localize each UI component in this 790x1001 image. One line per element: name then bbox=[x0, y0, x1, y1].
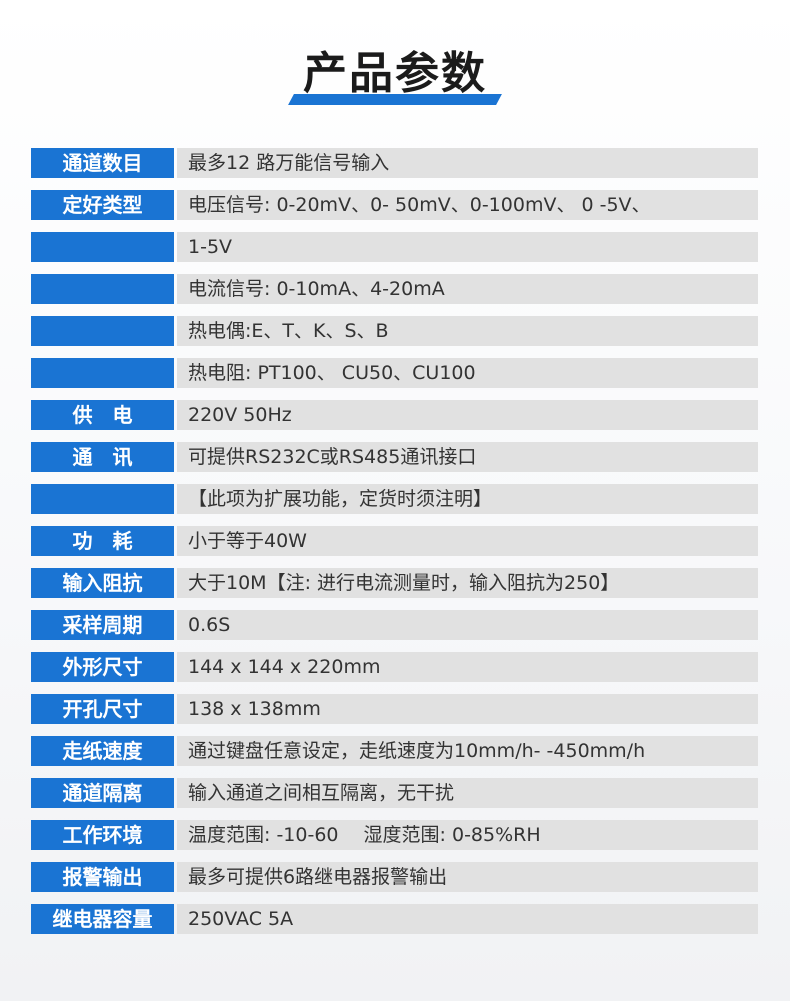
spec-label bbox=[31, 316, 174, 346]
spec-value: 小于等于40W bbox=[177, 526, 758, 556]
spec-label: 采样周期 bbox=[31, 610, 174, 640]
spec-value: 1-5V bbox=[177, 232, 758, 262]
spec-label: 通道隔离 bbox=[31, 778, 174, 808]
spec-value: 0.6S bbox=[177, 610, 758, 640]
spec-row-outer-size: 外形尺寸 144 x 144 x 220mm bbox=[31, 652, 758, 682]
page-title: 产品参数 bbox=[303, 48, 487, 99]
spec-row-power-supply: 供 电 220V 50Hz bbox=[31, 400, 758, 430]
spec-label: 继电器容量 bbox=[31, 904, 174, 934]
spec-row-alarm-output: 报警输出 最多可提供6路继电器报警输出 bbox=[31, 862, 758, 892]
spec-value: 大于10M【注: 进行电流测量时，输入阻抗为250】 bbox=[177, 568, 758, 598]
spec-row-input-type-cont-4: 热电阻: PT100、 CU50、CU100 bbox=[31, 358, 758, 388]
spec-value: 电流信号: 0-10mA、4-20mA bbox=[177, 274, 758, 304]
title-block: 产品参数 bbox=[0, 42, 790, 112]
spec-value: 220V 50Hz bbox=[177, 400, 758, 430]
spec-value: 通过键盘任意设定，走纸速度为10mm/h- -450mm/h bbox=[177, 736, 758, 766]
spec-value: 144 x 144 x 220mm bbox=[177, 652, 758, 682]
spec-value: 热电阻: PT100、 CU50、CU100 bbox=[177, 358, 758, 388]
spec-label bbox=[31, 484, 174, 514]
spec-value: 【此项为扩展功能，定货时须注明】 bbox=[177, 484, 758, 514]
spec-row-input-type-cont-3: 热电偶:E、T、K、S、B bbox=[31, 316, 758, 346]
spec-row-cutout-size: 开孔尺寸 138 x 138mm bbox=[31, 694, 758, 724]
spec-label: 开孔尺寸 bbox=[31, 694, 174, 724]
spec-row-relay-capacity: 继电器容量 250VAC 5A bbox=[31, 904, 758, 934]
spec-row-input-type: 定好类型 电压信号: 0-20mV、0- 50mV、0-100mV、 0 -5V… bbox=[31, 190, 758, 220]
spec-row-environment: 工作环境 温度范围: -10-60 湿度范围: 0-85%RH bbox=[31, 820, 758, 850]
spec-row-power-consumption: 功 耗 小于等于40W bbox=[31, 526, 758, 556]
spec-row-channel-isolation: 通道隔离 输入通道之间相互隔离，无干扰 bbox=[31, 778, 758, 808]
spec-label: 外形尺寸 bbox=[31, 652, 174, 682]
spec-value: 电压信号: 0-20mV、0- 50mV、0-100mV、 0 -5V、 bbox=[177, 190, 758, 220]
spec-row-communication: 通 讯 可提供RS232C或RS485通讯接口 bbox=[31, 442, 758, 472]
spec-label bbox=[31, 358, 174, 388]
spec-label: 输入阻抗 bbox=[31, 568, 174, 598]
spec-label: 通 讯 bbox=[31, 442, 174, 472]
spec-label: 通道数目 bbox=[31, 148, 174, 178]
spec-value: 最多12 路万能信号输入 bbox=[177, 148, 758, 178]
spec-row-input-type-cont-1: 1-5V bbox=[31, 232, 758, 262]
spec-value: 138 x 138mm bbox=[177, 694, 758, 724]
spec-label bbox=[31, 274, 174, 304]
spec-row-channels: 通道数目 最多12 路万能信号输入 bbox=[31, 148, 758, 178]
spec-label: 走纸速度 bbox=[31, 736, 174, 766]
spec-row-paper-speed: 走纸速度 通过键盘任意设定，走纸速度为10mm/h- -450mm/h bbox=[31, 736, 758, 766]
spec-value: 温度范围: -10-60 湿度范围: 0-85%RH bbox=[177, 820, 758, 850]
spec-value: 250VAC 5A bbox=[177, 904, 758, 934]
spec-label: 功 耗 bbox=[31, 526, 174, 556]
spec-row-input-type-cont-2: 电流信号: 0-10mA、4-20mA bbox=[31, 274, 758, 304]
spec-value: 热电偶:E、T、K、S、B bbox=[177, 316, 758, 346]
spec-label: 定好类型 bbox=[31, 190, 174, 220]
spec-label: 报警输出 bbox=[31, 862, 174, 892]
spec-value: 最多可提供6路继电器报警输出 bbox=[177, 862, 758, 892]
spec-value: 可提供RS232C或RS485通讯接口 bbox=[177, 442, 758, 472]
spec-row-sampling-period: 采样周期 0.6S bbox=[31, 610, 758, 640]
spec-label: 供 电 bbox=[31, 400, 174, 430]
spec-row-communication-note: 【此项为扩展功能，定货时须注明】 bbox=[31, 484, 758, 514]
spec-label: 工作环境 bbox=[31, 820, 174, 850]
spec-table: 通道数目 最多12 路万能信号输入 定好类型 电压信号: 0-20mV、0- 5… bbox=[31, 148, 758, 946]
spec-label bbox=[31, 232, 174, 262]
spec-row-input-impedance: 输入阻抗 大于10M【注: 进行电流测量时，输入阻抗为250】 bbox=[31, 568, 758, 598]
spec-value: 输入通道之间相互隔离，无干扰 bbox=[177, 778, 758, 808]
